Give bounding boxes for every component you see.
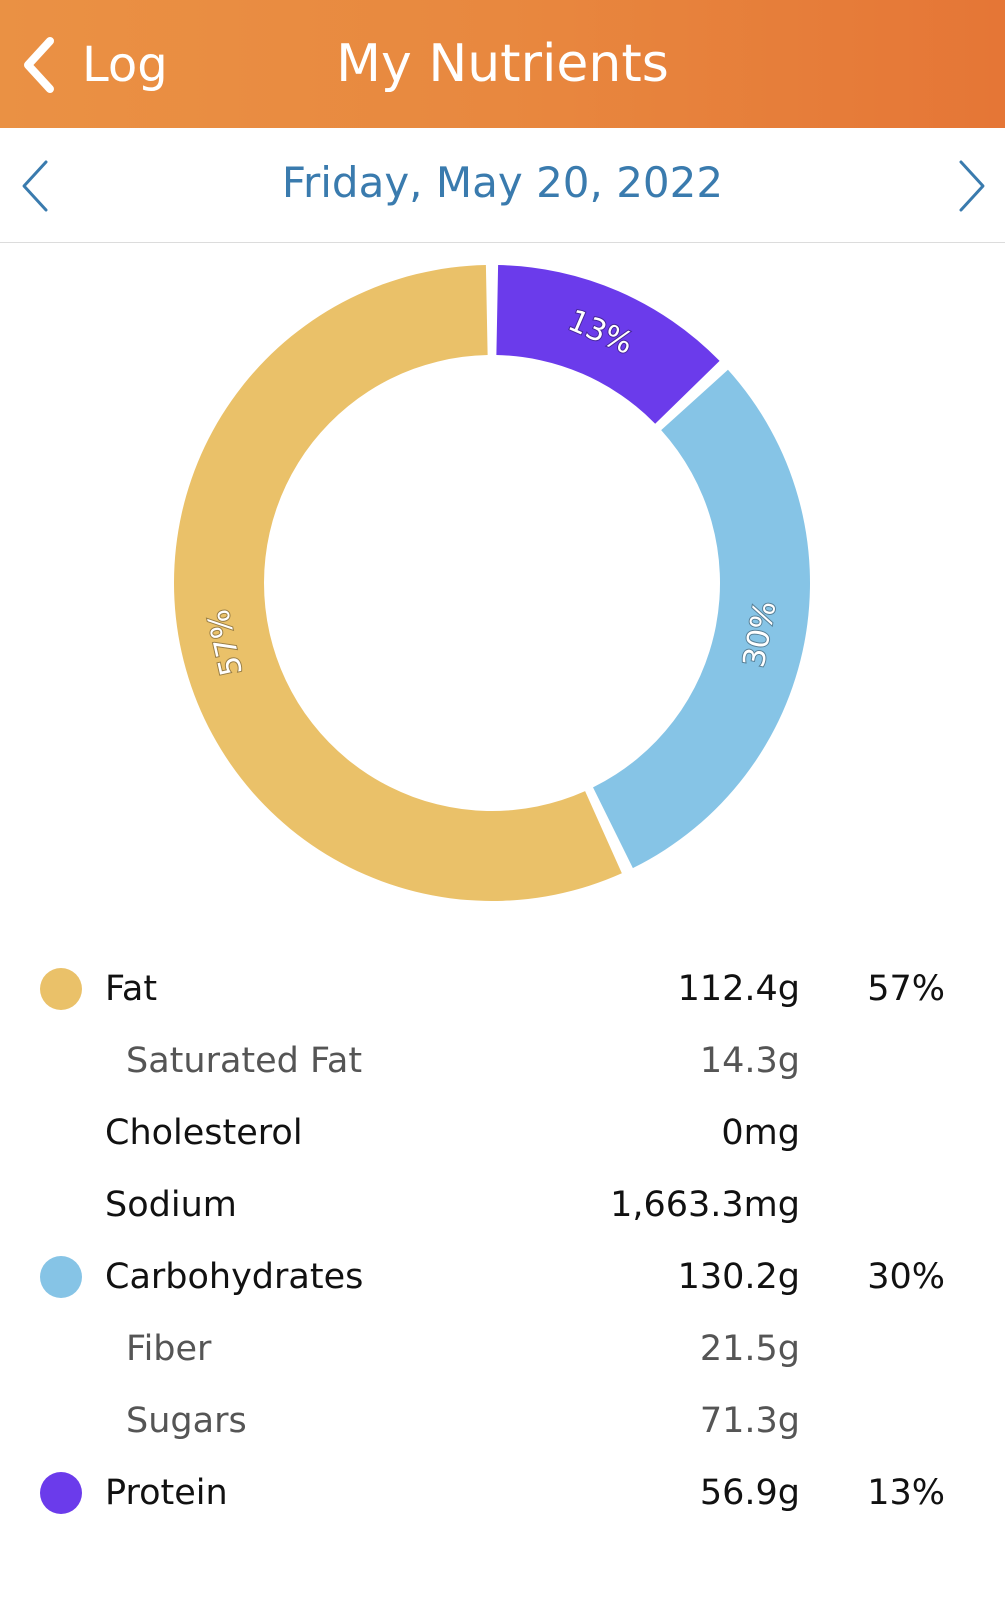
- nutrient-amount: 56.9g: [699, 1473, 800, 1513]
- nutrient-amount: 1,663.3mg: [610, 1185, 800, 1225]
- nutrient-row: Saturated Fat 14.3g: [0, 1024, 1005, 1096]
- app-header: Log My Nutrients: [0, 0, 1005, 128]
- back-button[interactable]: Log: [20, 30, 168, 100]
- nutrient-name: Sugars: [126, 1401, 247, 1441]
- nutrient-name: Cholesterol: [105, 1113, 303, 1153]
- date-label: Friday, May 20, 2022: [281, 158, 724, 207]
- nutrient-name: Fiber: [126, 1329, 212, 1369]
- previous-day-button[interactable]: [18, 158, 52, 218]
- nutrient-row: Sodium 1,663.3mg: [0, 1168, 1005, 1240]
- legend-dot: [40, 1256, 82, 1298]
- nutrient-amount: 71.3g: [699, 1401, 800, 1441]
- nutrient-percent: 30%: [867, 1257, 945, 1297]
- nutrient-row: Sugars 71.3g: [0, 1384, 1005, 1456]
- date-navigator: Friday, May 20, 2022: [0, 128, 1005, 243]
- page-title: My Nutrients: [336, 34, 669, 94]
- nutrient-amount: 112.4g: [677, 969, 800, 1009]
- chevron-left-icon: [22, 160, 48, 212]
- next-day-button[interactable]: [955, 158, 989, 218]
- nutrient-row: Fiber 21.5g: [0, 1312, 1005, 1384]
- back-label: Log: [82, 37, 168, 93]
- nutrient-name: Protein: [105, 1473, 228, 1513]
- nutrient-amount: 130.2g: [677, 1257, 800, 1297]
- nutrient-row: Cholesterol 0mg: [0, 1096, 1005, 1168]
- nutrient-name: Carbohydrates: [105, 1257, 364, 1297]
- nutrient-amount: 14.3g: [699, 1041, 800, 1081]
- nutrient-name: Saturated Fat: [126, 1041, 363, 1081]
- donut-slice-protein: [496, 265, 720, 424]
- chevron-right-icon: [959, 160, 985, 212]
- donut-slice-fat: [173, 265, 622, 902]
- nutrient-amount: 21.5g: [699, 1329, 800, 1369]
- nutrient-name: Sodium: [105, 1185, 237, 1225]
- nutrient-percent: 57%: [867, 969, 945, 1009]
- legend-dot: [40, 968, 82, 1010]
- donut-slice-carbohydrates: [593, 369, 810, 869]
- nutrient-row: Carbohydrates 130.2g 30%: [0, 1240, 1005, 1312]
- nutrient-name: Fat: [105, 969, 158, 1009]
- nutrient-row: Protein 56.9g 13%: [0, 1456, 1005, 1528]
- legend-dot: [40, 1472, 82, 1514]
- chevron-left-icon: [24, 37, 54, 93]
- nutrient-percent: 13%: [867, 1473, 945, 1513]
- nutrient-list: Fat 112.4g 57% Saturated Fat 14.3g Cholestero…: [0, 952, 1005, 1528]
- nutrient-row: Fat 112.4g 57%: [0, 952, 1005, 1024]
- nutrient-amount: 0mg: [721, 1113, 800, 1153]
- macronutrient-donut-chart: 13%30%57%: [173, 265, 810, 902]
